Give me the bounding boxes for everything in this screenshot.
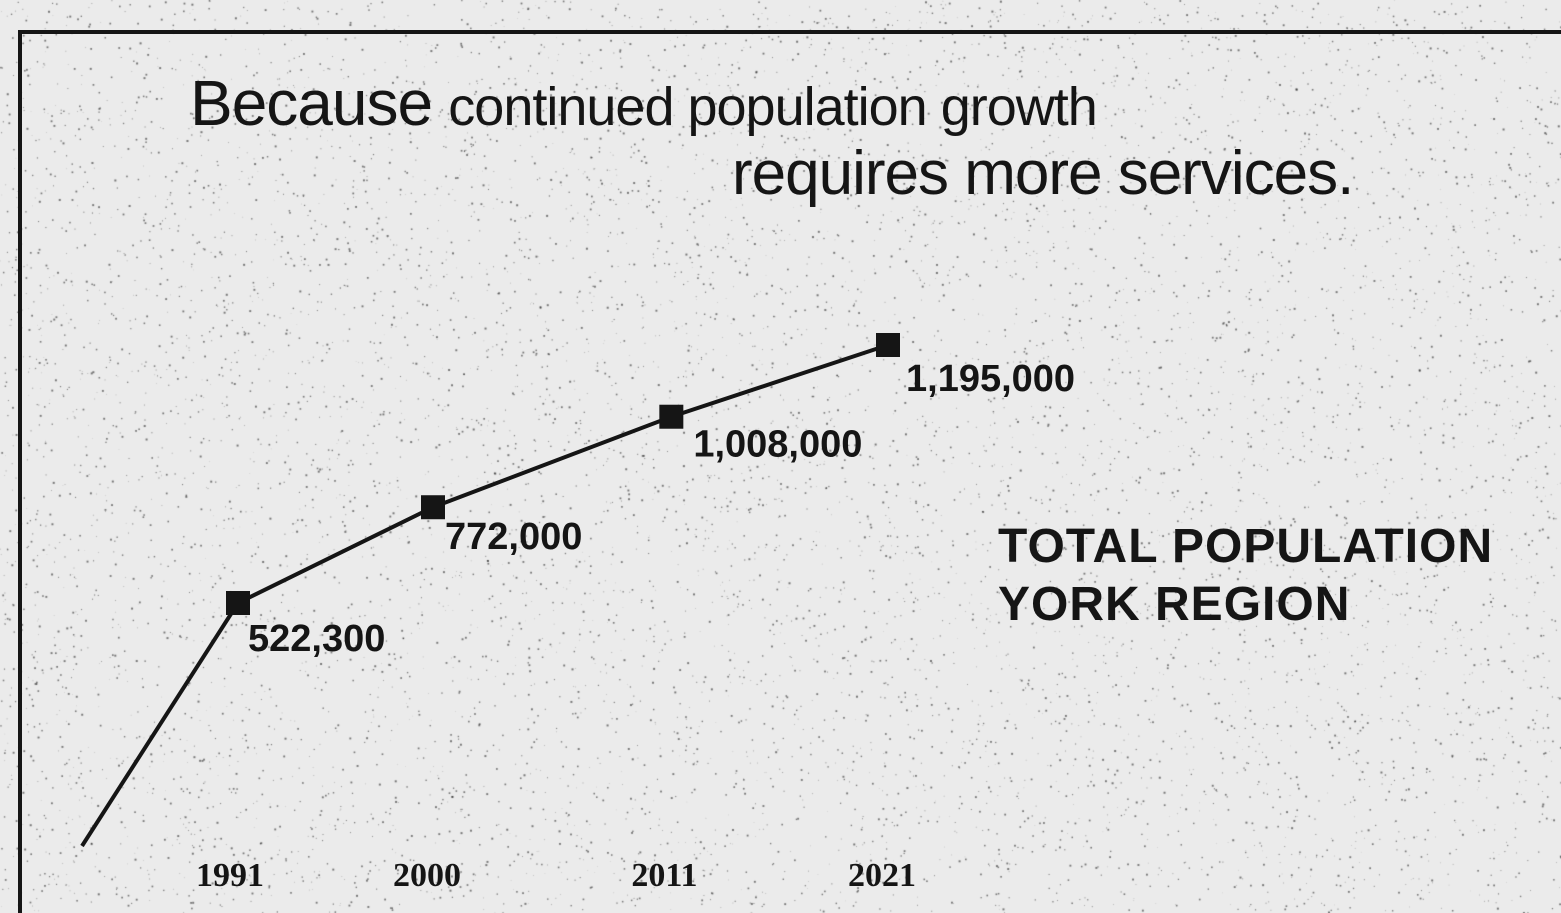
chart-frame — [18, 30, 1561, 913]
data-label-2011: 1,008,000 — [693, 424, 862, 466]
headline-continued: continued population growth — [448, 77, 1098, 137]
data-point-2021 — [876, 333, 900, 357]
chart-title-line-2: YORK REGION — [998, 578, 1351, 631]
series-line-lead-in — [80, 601, 240, 848]
data-label-2000: 772,000 — [445, 516, 582, 558]
x-tick-2000: 2000 — [393, 857, 461, 894]
series-line — [237, 343, 889, 605]
data-point-2000 — [421, 495, 445, 520]
data-point-1991 — [226, 591, 250, 615]
data-point-2011 — [659, 404, 684, 429]
x-tick-1991: 1991 — [196, 857, 264, 894]
headline-line-2: requires more services. — [732, 139, 1354, 208]
headline-line-1: Because continued population growth — [190, 66, 1098, 140]
headline-word-because: Because — [190, 67, 433, 139]
data-label-1991: 522,300 — [248, 618, 385, 660]
chart-title-line-1: TOTAL POPULATION — [998, 520, 1494, 573]
data-label-2021: 1,195,000 — [906, 358, 1075, 400]
x-tick-2011: 2011 — [631, 857, 697, 894]
chart-title: TOTAL POPULATION YORK REGION — [998, 518, 1493, 634]
x-tick-2021: 2021 — [848, 857, 916, 894]
